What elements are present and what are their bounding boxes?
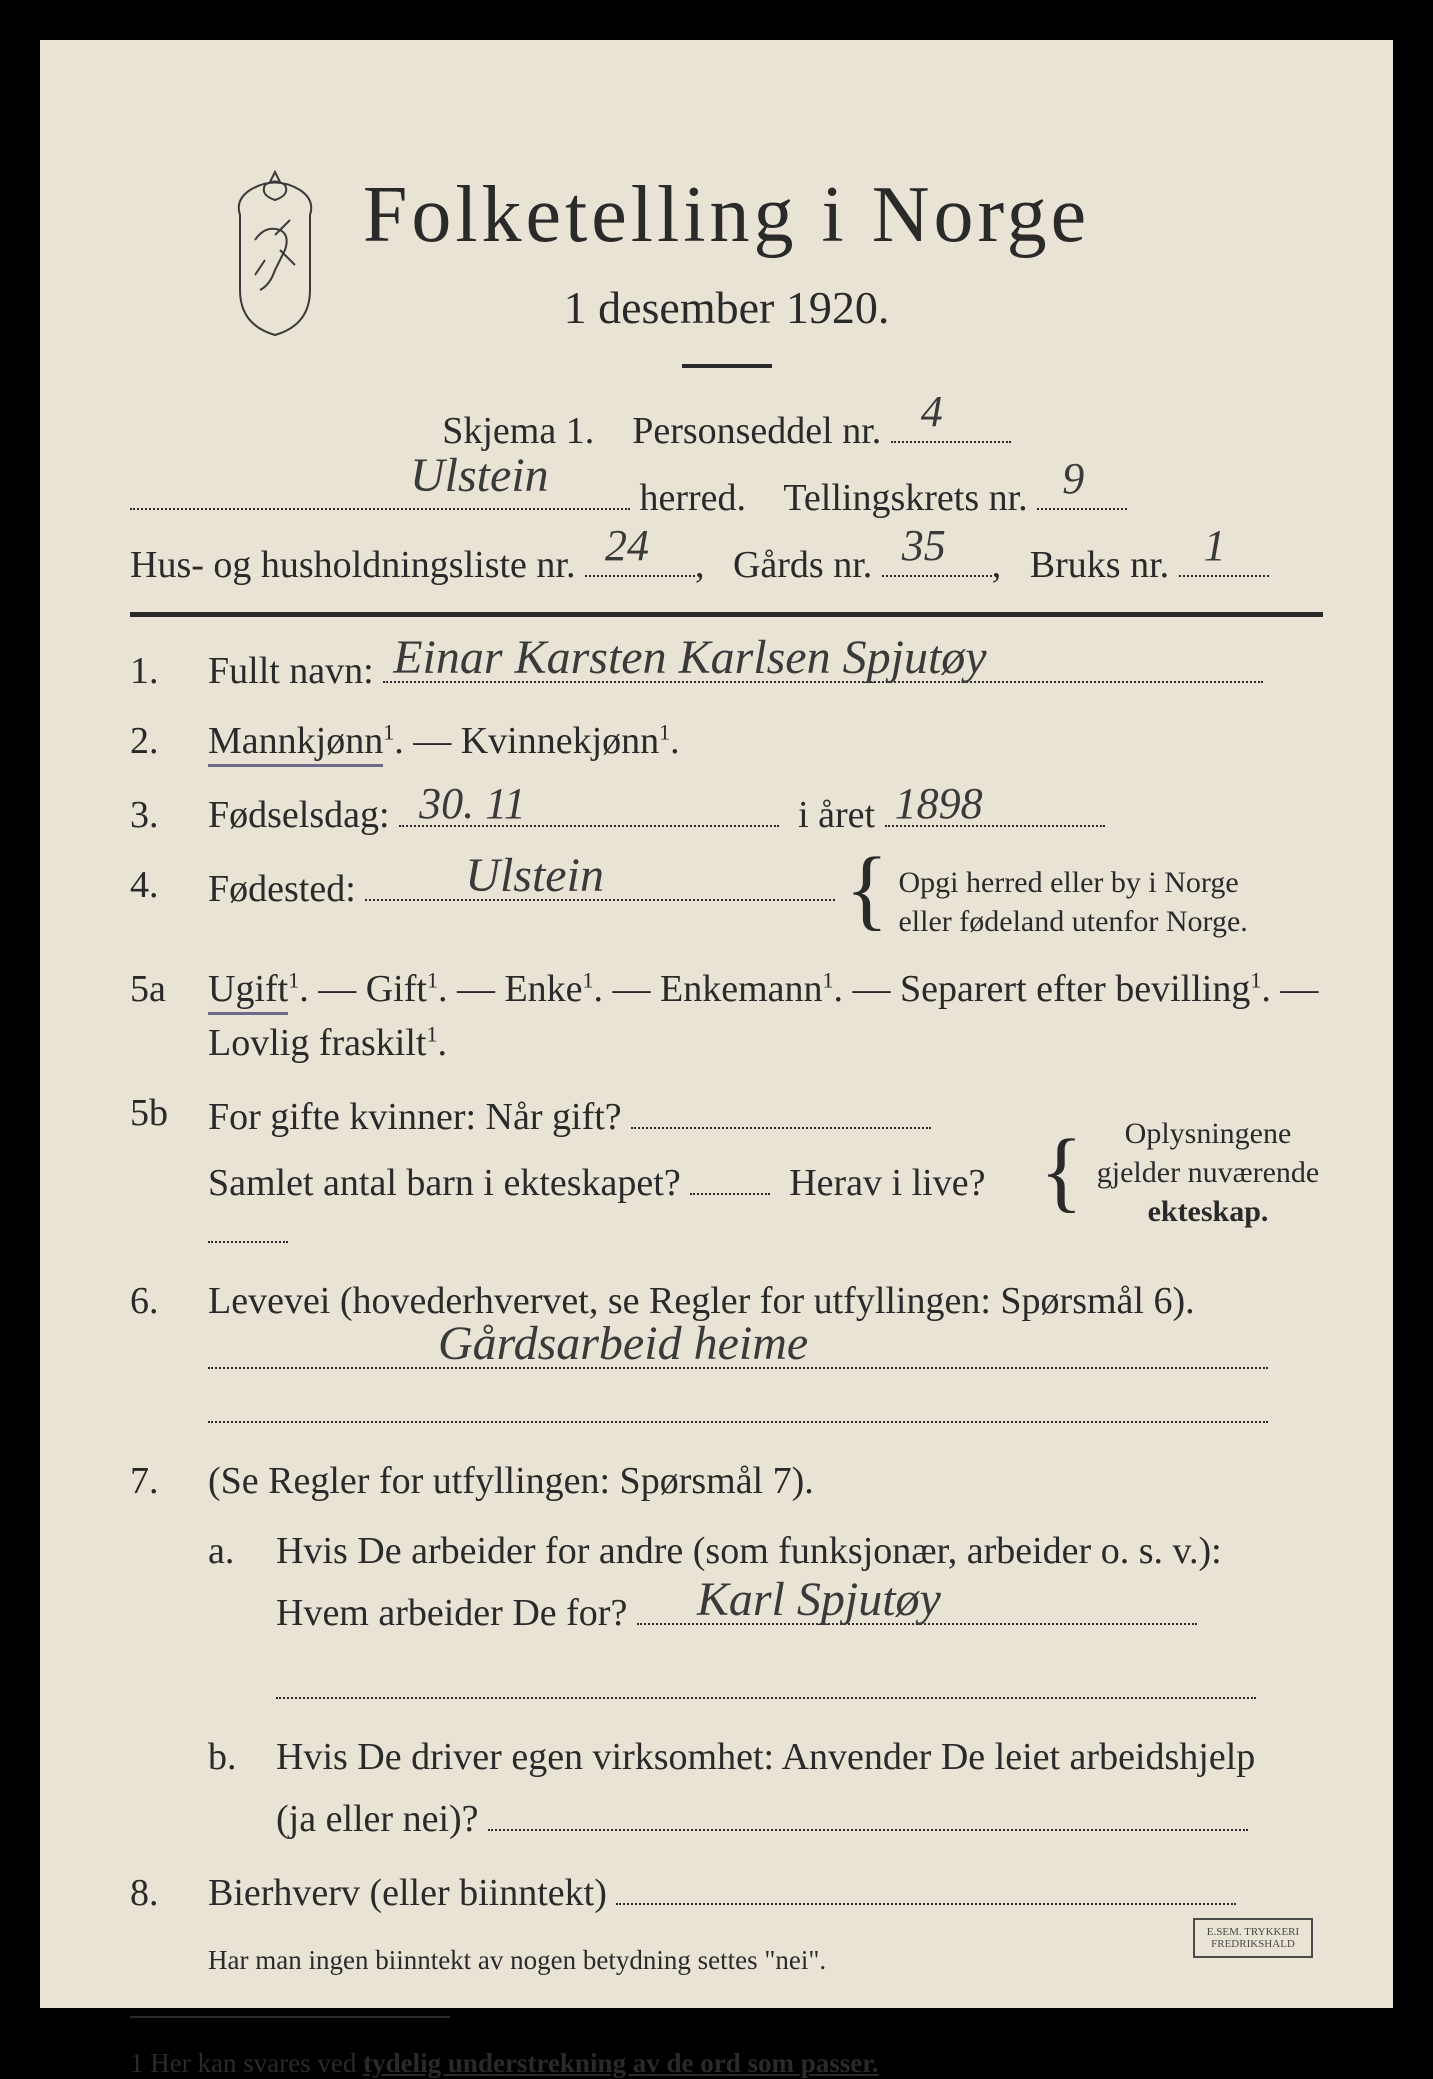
- q7a-blank: [130, 1661, 1323, 1709]
- q2-mann: Mannkjønn: [208, 720, 383, 767]
- q5a-row2: Lovlig fraskilt1.: [130, 1021, 1323, 1065]
- gards-value: 35: [902, 513, 946, 579]
- q7-label: (Se Regler for utfyllingen: Spørsmål 7).: [208, 1460, 814, 1502]
- q8-label: Bierhverv (eller biinntekt): [208, 1872, 607, 1914]
- q4-note: Opgi herred eller by i Norge eller fødel…: [898, 863, 1247, 941]
- q4-num: 4.: [130, 863, 186, 907]
- q7a-field2: [276, 1661, 1256, 1699]
- hushold-row: Hus- og husholdningsliste nr. 24 , Gårds…: [130, 537, 1323, 594]
- q2-num: 2.: [130, 719, 186, 763]
- q5a-num: 5a: [130, 967, 186, 1011]
- gards-label: Gårds nr.: [733, 544, 872, 586]
- q5a-fraskilt: Lovlig fraskilt: [208, 1022, 426, 1064]
- census-form-page: Folketelling i Norge 1 desember 1920. Sk…: [40, 40, 1393, 2008]
- header-rule: [130, 612, 1323, 617]
- footnote-rule: [130, 2016, 450, 2018]
- q4-value: Ulstein: [465, 848, 604, 903]
- q3-day-field: 30. 11: [399, 789, 779, 827]
- q5b-line2a: Samlet antal barn i ekteskapet?: [208, 1162, 681, 1204]
- q5b-line2b: Herav i live?: [789, 1162, 985, 1204]
- q5b-row: 5b For gifte kvinner: Når gift? Samlet a…: [130, 1091, 1323, 1253]
- q6-field2: [208, 1385, 1268, 1423]
- q5a-enke: Enke: [504, 968, 582, 1010]
- q4-row: 4. Fødested: Ulstein { Opgi herred eller…: [130, 863, 1323, 941]
- brace-icon: {: [845, 863, 888, 917]
- q7b-num: b.: [208, 1735, 254, 1779]
- q2-row: 2. Mannkjønn1. — Kvinnekjønn1.: [130, 719, 1323, 763]
- q7a-num: a.: [208, 1529, 254, 1573]
- q3-label: Fødselsdag:: [208, 794, 390, 836]
- q7b-field: [488, 1793, 1248, 1831]
- q6-blank-row: [130, 1385, 1323, 1433]
- q6-value-row: Gårdsarbeid heime: [130, 1331, 1323, 1379]
- q1-row: 1. Fullt navn: Einar Karsten Karlsen Spj…: [130, 645, 1323, 693]
- tellingskrets-value: 9: [1062, 446, 1084, 512]
- hushold-label: Hus- og husholdningsliste nr.: [130, 544, 575, 586]
- q3-year-label: i året: [798, 794, 875, 836]
- q1-field: Einar Karsten Karlsen Spjutøy: [383, 645, 1263, 683]
- personseddel-value: 4: [921, 379, 943, 445]
- q7-num: 7.: [130, 1459, 186, 1503]
- q7a-row2: Hvem arbeider De for? Karl Spjutøy: [130, 1587, 1323, 1635]
- q4-label: Fødested:: [208, 868, 356, 910]
- footer-note2: 1 Her kan svares ved tydelig understrekn…: [130, 2048, 1323, 2079]
- q3-num: 3.: [130, 793, 186, 837]
- q7a-field: Karl Spjutøy: [637, 1587, 1197, 1625]
- title-divider: [682, 364, 772, 368]
- q7b-line1: Hvis De driver egen virksomhet: Anvender…: [276, 1736, 1255, 1778]
- q7a-row: a. Hvis De arbeider for andre (som funks…: [130, 1529, 1323, 1573]
- herred-row: Ulstein herred. Tellingskrets nr. 9: [130, 470, 1323, 527]
- herred-label: herred.: [640, 477, 747, 519]
- q1-label: Fullt navn:: [208, 650, 374, 692]
- q5a-ugift: Ugift: [208, 968, 288, 1015]
- q7a-line1: Hvis De arbeider for andre (som funksjon…: [276, 1530, 1222, 1572]
- q6-field: Gårdsarbeid heime: [208, 1331, 1268, 1369]
- skjema-row: Skjema 1. Personseddel nr. 4: [130, 403, 1323, 460]
- q5b-note: Oplysningene gjelder nuværende ekteskap.: [1093, 1114, 1323, 1231]
- q7a-line2: Hvem arbeider De for?: [276, 1592, 627, 1634]
- q5b-gift-field: [631, 1091, 931, 1129]
- q3-year-field: 1898: [885, 789, 1105, 827]
- hushold-field: 24: [585, 539, 695, 577]
- q7-row: 7. (Se Regler for utfyllingen: Spørsmål …: [130, 1459, 1323, 1503]
- q5a-row: 5a Ugift1. — Gift1. — Enke1. — Enkemann1…: [130, 967, 1323, 1011]
- q5b-barn-field: [690, 1157, 770, 1195]
- tellingskrets-field: 9: [1037, 472, 1127, 510]
- q2-kvinne: Kvinnekjønn: [461, 720, 659, 762]
- bruks-field: 1: [1179, 539, 1269, 577]
- q8-row: 8. Bierhverv (eller biinntekt): [130, 1867, 1323, 1915]
- q5b-line1: For gifte kvinner: Når gift?: [208, 1096, 622, 1138]
- footer-note1: Har man ingen biinntekt av nogen betydni…: [130, 1945, 1323, 1976]
- printer-stamp: E.SEM. TRYKKERI FREDRIKSHALD: [1193, 1918, 1313, 1958]
- q7b-line2: (ja eller nei)?: [276, 1798, 479, 1840]
- q6-num: 6.: [130, 1279, 186, 1323]
- q3-year: 1898: [895, 778, 983, 829]
- bruks-value: 1: [1204, 513, 1226, 579]
- q5a-gift: Gift: [366, 968, 427, 1010]
- personseddel-field: 4: [891, 405, 1011, 443]
- q5b-num: 5b: [130, 1091, 186, 1135]
- q5a-enkemann: Enkemann: [660, 968, 823, 1010]
- brace-icon: {: [1040, 1145, 1083, 1199]
- norwegian-coat-of-arms: [220, 170, 330, 340]
- q6-value: Gårdsarbeid heime: [438, 1316, 808, 1371]
- q8-field: [616, 1867, 1236, 1905]
- herred-value: Ulstein: [410, 440, 549, 512]
- q8-num: 8.: [130, 1871, 186, 1915]
- q7a-value: Karl Spjutøy: [697, 1572, 941, 1627]
- q4-field: Ulstein: [365, 863, 835, 901]
- gards-field: 35: [882, 539, 992, 577]
- herred-field: Ulstein: [130, 472, 630, 510]
- bruks-label: Bruks nr.: [1030, 544, 1169, 586]
- q1-num: 1.: [130, 649, 186, 693]
- q3-day: 30. 11: [419, 778, 526, 829]
- q3-row: 3. Fødselsdag: 30. 11 i året 1898: [130, 789, 1323, 837]
- q5a-separert: Separert efter bevilling: [900, 968, 1250, 1010]
- hushold-value: 24: [605, 513, 649, 579]
- q1-value: Einar Karsten Karlsen Spjutøy: [393, 630, 986, 685]
- q7b-row: b. Hvis De driver egen virksomhet: Anven…: [130, 1735, 1323, 1779]
- q7b-row2: (ja eller nei)?: [130, 1793, 1323, 1841]
- q5b-live-field: [208, 1205, 288, 1243]
- personseddel-label: Personseddel nr.: [632, 410, 881, 452]
